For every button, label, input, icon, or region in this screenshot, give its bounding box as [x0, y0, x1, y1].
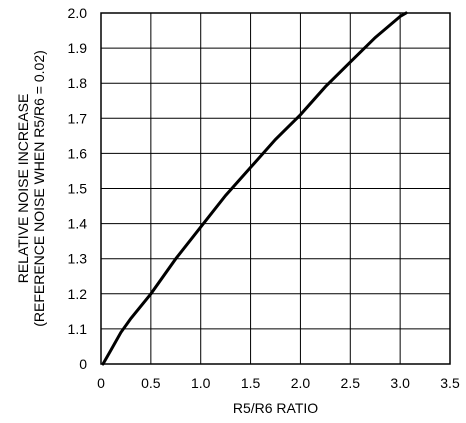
x-tick-label: 2.0 [291, 375, 311, 391]
y-tick-label: 1.5 [68, 181, 88, 197]
y-tick-label: 1.6 [68, 145, 88, 161]
x-axis-title: R5/R6 RATIO [233, 400, 318, 416]
y-tick-label: 1.3 [68, 251, 88, 267]
y-tick-label: 2.0 [68, 5, 88, 21]
x-tick-label: 1.0 [191, 375, 211, 391]
noise-curve [101, 11, 408, 366]
y-tick-label: 1.1 [68, 321, 88, 337]
y-tick-label: 1.4 [68, 216, 88, 232]
y-axis-title-line-1: RELATIVE NOISE INCREASE [15, 94, 31, 284]
y-tick-label: 1.2 [68, 286, 88, 302]
y-tick-labels: 0 1.1 1.2 1.3 1.4 1.5 1.6 1.7 1.8 1.9 2.0 [68, 5, 88, 372]
x-tick-label: 3.5 [440, 375, 460, 391]
grid-lines [101, 13, 450, 364]
y-tick-label: 0 [79, 356, 87, 372]
y-axis-title-line-2: (REFERENCE NOISE WHEN R5/R6 = 0.02) [31, 50, 47, 327]
y-tick-label: 1.7 [68, 110, 88, 126]
x-tick-label: 2.5 [341, 375, 361, 391]
x-tick-label: 1.5 [241, 375, 261, 391]
y-tick-label: 1.8 [68, 75, 88, 91]
plot-frame [100, 12, 451, 365]
x-tick-label: 0 [97, 375, 105, 391]
x-tick-label: 3.0 [390, 375, 410, 391]
x-tick-label: 0.5 [141, 375, 161, 391]
y-tick-label: 1.9 [68, 40, 88, 56]
x-tick-labels: 0 0.5 1.0 1.5 2.0 2.5 3.0 3.5 [97, 375, 460, 391]
